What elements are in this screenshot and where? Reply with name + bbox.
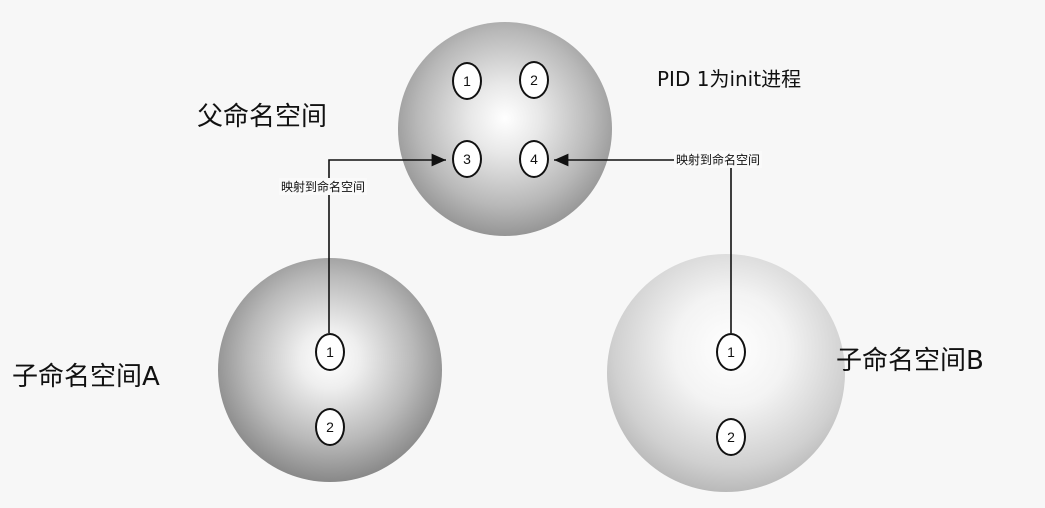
parent-pid-2: 2	[519, 61, 549, 99]
parent-pid-3: 3	[452, 140, 482, 178]
parent-namespace-sphere	[398, 22, 612, 236]
mapping-arrow-a	[328, 153, 446, 333]
mapping-label-left: 映射到命名空间	[279, 178, 368, 195]
child-namespace-a-label: 子命名空间A	[12, 362, 160, 392]
child-b-pid-1: 1	[716, 333, 746, 371]
mapping-arrow-b	[554, 153, 732, 333]
child-namespace-b-label: 子命名空间B	[836, 346, 984, 376]
child-b-pid-2: 2	[716, 418, 746, 456]
init-process-label: PID 1为init进程	[657, 67, 802, 91]
parent-namespace-label: 父命名空间	[197, 102, 328, 132]
parent-pid-4: 4	[519, 140, 549, 178]
child-a-pid-1: 1	[315, 333, 345, 371]
mapping-label-right: 映射到命名空间	[674, 151, 763, 168]
parent-pid-1: 1	[452, 62, 482, 100]
child-a-pid-2: 2	[315, 408, 345, 446]
